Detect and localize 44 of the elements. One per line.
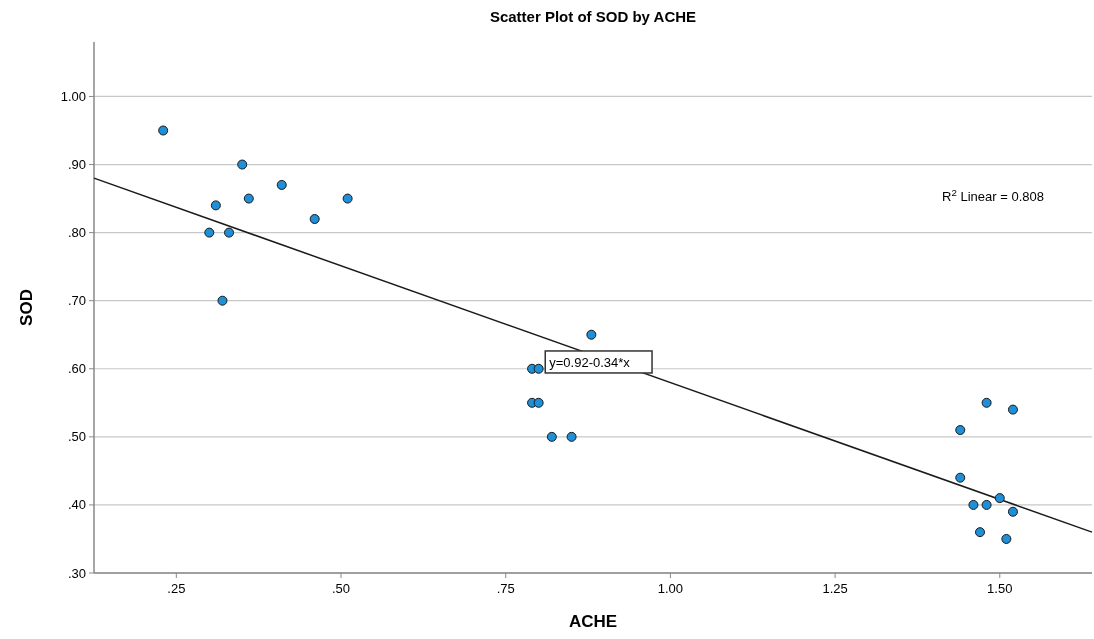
point [546,431,557,442]
y-tick-label: .80 [67,225,86,241]
point [533,363,544,374]
point [955,425,966,436]
x-axis-title: ACHE [568,612,618,631]
point [204,227,215,238]
x-tick-label: .75 [496,581,515,596]
point [158,125,169,136]
point [342,193,353,204]
y-tick-label: .90 [67,157,86,173]
point [276,179,287,190]
point [217,295,228,306]
y-tick-label: .40 [67,497,86,513]
y-axis-title: SOD [17,289,36,326]
x-tick-label: 1.25 [822,581,848,596]
y-tick-label: .70 [67,293,86,309]
point [586,329,597,340]
x-tick-label: .25 [167,581,186,596]
annotation: y=0.92-0.34*x [549,354,631,370]
x-tick-label: 1.50 [987,581,1013,596]
point [243,193,254,204]
chart-title: Scatter Plot of SOD by ACHE [489,8,697,25]
point [975,527,986,538]
point [1007,404,1018,415]
y-tick-label: 1.00 [60,88,86,104]
x-tick-label: .50 [331,581,351,596]
point [1007,506,1018,517]
point [994,493,1005,504]
point [955,472,966,483]
point [981,397,992,408]
point [981,499,992,510]
y-tick-label: .50 [67,429,86,445]
point [533,397,544,408]
point [968,499,979,510]
x-tick-label: 1.00 [657,581,684,596]
point [566,431,577,442]
point [224,227,235,238]
point [210,200,221,211]
annotation: R$^{2}$ Linear = 0.808 [942,186,1044,205]
point [1001,533,1012,544]
y-tick-label: .60 [67,361,86,377]
point [309,214,320,224]
y-tick-label: .30 [67,565,86,581]
point [237,159,248,170]
